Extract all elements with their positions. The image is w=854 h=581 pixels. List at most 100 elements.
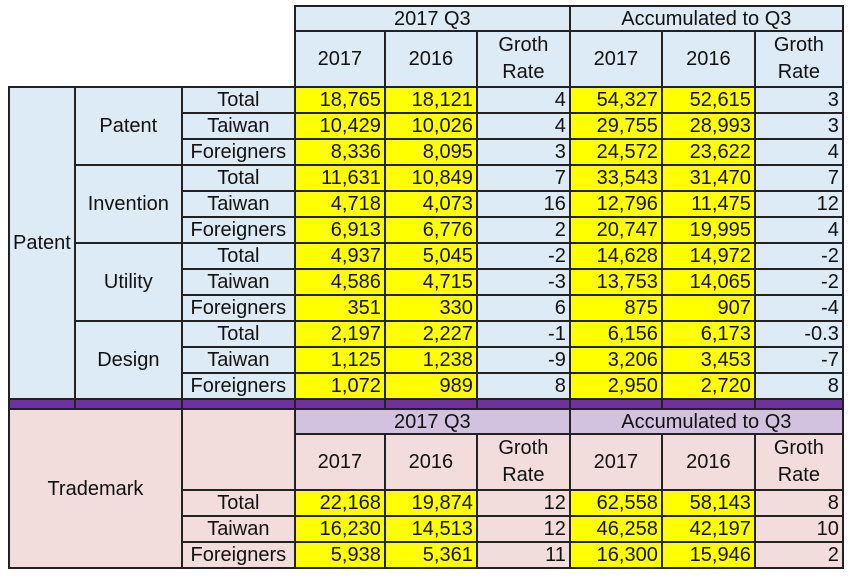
- rate-cell: 6: [475, 294, 571, 322]
- value-cell: 52,615: [660, 86, 756, 114]
- value-cell: 1,238: [383, 346, 478, 374]
- trademark-header-q-rate: Groth Rate: [475, 433, 571, 491]
- header-blank: [9, 31, 295, 87]
- rate-cell: -4: [753, 294, 844, 322]
- rate-cell: -7: [753, 346, 844, 374]
- value-cell: 23,622: [660, 138, 756, 166]
- value-cell: 2,197: [293, 320, 386, 348]
- value-cell: 2,227: [383, 320, 478, 348]
- value-cell: 16,300: [568, 541, 663, 569]
- header-a-2016: 2016: [660, 30, 756, 88]
- value-cell: 33,543: [568, 164, 663, 192]
- row-label: Taiwan: [180, 112, 296, 140]
- rate-cell: 3: [475, 138, 571, 166]
- table-row: Foreigners 6,913 6,776 2 20,747 19,995 4: [9, 216, 844, 244]
- rate-cell: -2: [753, 242, 844, 270]
- rate-cell: 2: [475, 216, 571, 244]
- rate-cell: 8: [475, 372, 571, 400]
- value-cell: 31,470: [660, 164, 756, 192]
- section-label-patent: Patent: [8, 86, 76, 400]
- row-label: Foreigners: [180, 541, 296, 569]
- value-cell: 62,558: [568, 489, 663, 517]
- rate-cell: 12: [475, 489, 571, 517]
- table-row: Total 22,168 19,874 12 62,558 58,143 8: [9, 489, 844, 517]
- trademark-header-a-2017: 2017: [568, 433, 663, 491]
- table-row: Taiwan 1,125 1,238 -9 3,206 3,453 -7: [9, 346, 844, 374]
- value-cell: 10,026: [383, 112, 478, 140]
- value-cell: 42,197: [660, 515, 756, 543]
- value-cell: 24,572: [568, 138, 663, 166]
- row-label: Taiwan: [180, 268, 296, 296]
- value-cell: 330: [383, 294, 478, 322]
- table-row: Taiwan 4,718 4,073 16 12,796 11,475 12: [9, 190, 844, 218]
- table-row: Utility Total 4,937 5,045 -2 14,628 14,9…: [9, 242, 844, 322]
- table-row: Foreigners 1,072 989 8 2,950 2,720 8: [9, 372, 844, 400]
- value-cell: 6,913: [293, 216, 386, 244]
- trademark-header-a-rate: Groth Rate: [753, 433, 844, 491]
- group-label: Utility: [73, 242, 183, 322]
- header-blank: [9, 6, 295, 31]
- value-cell: 1,125: [293, 346, 386, 374]
- value-cell: 29,755: [568, 112, 663, 140]
- row-label: Total: [180, 489, 296, 517]
- statistics-table: 2017 Q3 Accumulated to Q3 2017 2016 Grot…: [8, 5, 844, 569]
- row-label: Foreigners: [180, 294, 296, 322]
- value-cell: 4,586: [293, 268, 386, 296]
- table-row: Taiwan 16,230 14,513 12 46,258 42,197 10: [9, 515, 844, 543]
- value-cell: 19,874: [383, 489, 478, 517]
- value-cell: 4,715: [383, 268, 478, 296]
- value-cell: 907: [660, 294, 756, 322]
- value-cell: 28,993: [660, 112, 756, 140]
- value-cell: 58,143: [660, 489, 756, 517]
- value-cell: 5,361: [383, 541, 478, 569]
- header-period: 2017 Q3: [293, 5, 571, 32]
- value-cell: 4,073: [383, 190, 478, 218]
- rate-cell: 7: [753, 164, 844, 192]
- rate-cell: 16: [475, 190, 571, 218]
- group-label: Invention: [73, 164, 183, 244]
- value-cell: 8,095: [383, 138, 478, 166]
- rate-cell: 8: [753, 489, 844, 517]
- header-a-rate: Groth Rate: [753, 30, 844, 88]
- rate-cell: 10: [753, 515, 844, 543]
- rate-cell: 11: [475, 541, 571, 569]
- value-cell: 20,747: [568, 216, 663, 244]
- value-cell: 6,156: [568, 320, 663, 348]
- rate-cell: 4: [475, 112, 571, 140]
- value-cell: 875: [568, 294, 663, 322]
- rate-cell: -9: [475, 346, 571, 374]
- rate-cell: 7: [475, 164, 571, 192]
- value-cell: 11,475: [660, 190, 756, 218]
- value-cell: 5,938: [293, 541, 386, 569]
- value-cell: 13,753: [568, 268, 663, 296]
- value-cell: 1,072: [293, 372, 386, 400]
- table-row: Foreigners 351 330 6 875 907 -4: [9, 294, 844, 322]
- value-cell: 10,429: [293, 112, 386, 140]
- trademark-header-blank: [180, 408, 296, 491]
- row-label: Taiwan: [180, 515, 296, 543]
- value-cell: 351: [293, 294, 386, 322]
- trademark-header-period: 2017 Q3: [293, 408, 571, 435]
- row-label: Foreigners: [180, 372, 296, 400]
- row-label: Foreigners: [180, 216, 296, 244]
- value-cell: 46,258: [568, 515, 663, 543]
- rate-cell: -0.3: [753, 320, 844, 348]
- row-label: Total: [180, 242, 296, 270]
- value-cell: 18,765: [293, 86, 386, 114]
- trademark-header-q-2017: 2017: [293, 433, 386, 491]
- value-cell: 19,995: [660, 216, 756, 244]
- rate-cell: 3: [753, 112, 844, 140]
- table-row: Invention Total 11,631 10,849 7 33,543 3…: [9, 164, 844, 244]
- value-cell: 14,513: [383, 515, 478, 543]
- table-row: Design Total 2,197 2,227 -1 6,156 6,173 …: [9, 320, 844, 400]
- header-accumulated: Accumulated to Q3: [568, 5, 844, 32]
- rate-cell: -2: [475, 242, 571, 270]
- value-cell: 11,631: [293, 164, 386, 192]
- rate-cell: 8: [753, 372, 844, 400]
- value-cell: 989: [383, 372, 478, 400]
- row-label: Total: [180, 320, 296, 348]
- value-cell: 8,336: [293, 138, 386, 166]
- table-row: Foreigners 5,938 5,361 11 16,300 15,946 …: [9, 541, 844, 569]
- group-label: Patent: [73, 86, 183, 166]
- value-cell: 16,230: [293, 515, 386, 543]
